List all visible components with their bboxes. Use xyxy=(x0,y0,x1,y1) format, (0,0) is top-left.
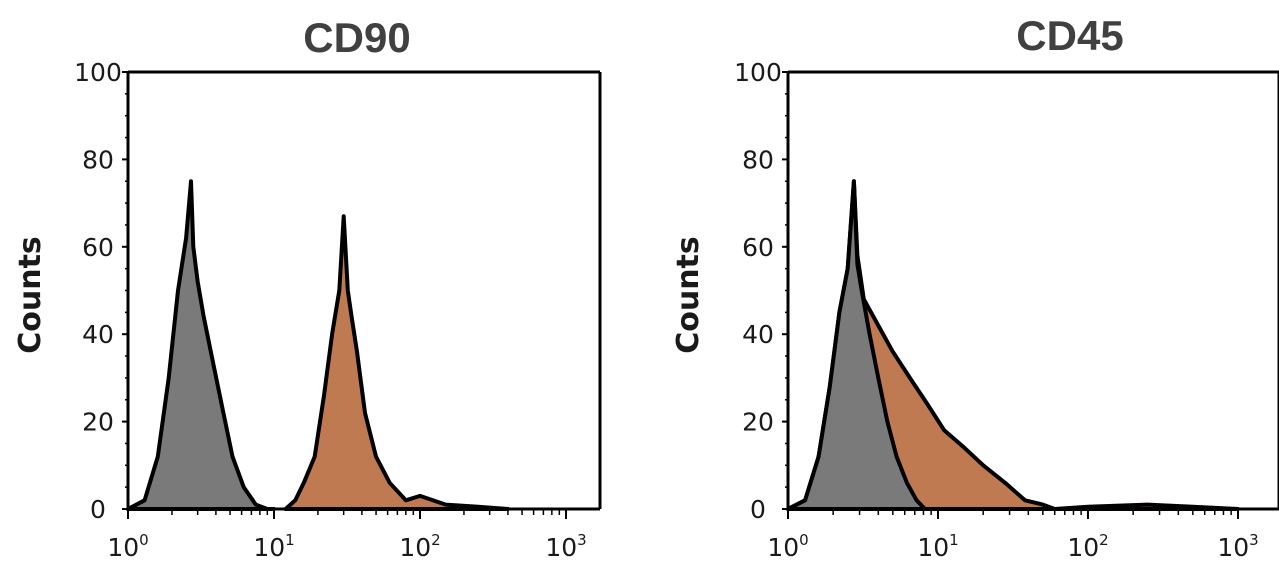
histogram-area xyxy=(788,179,1240,511)
histogram-area xyxy=(128,179,510,511)
control-histogram xyxy=(788,179,934,511)
y-axis-label: Counts xyxy=(671,236,706,354)
chart-panel-cd45: CD45 Counts 0 20 40 60 80 100 100 101 102 103 xyxy=(671,12,1279,562)
x-tick-label: 103 xyxy=(545,531,586,562)
x-tick-label: 101 xyxy=(917,531,958,562)
y-tick-label: 80 xyxy=(82,145,114,174)
chart-panel-cd90: CD90 Counts 0 20 40 60 80 100 100 101 102 103 xyxy=(13,14,602,562)
y-tick-label: 40 xyxy=(742,320,774,349)
control-histogram xyxy=(128,179,276,511)
x-tick-label: 100 xyxy=(107,531,148,562)
x-tick-label: 103 xyxy=(1217,531,1258,562)
x-tick-label: 100 xyxy=(767,531,808,562)
y-tick-label: 60 xyxy=(82,233,114,262)
chart-title: CD90 xyxy=(303,14,410,61)
y-tick-label: 80 xyxy=(742,145,774,174)
y-tick-label: 100 xyxy=(734,58,782,87)
x-tick-label: 102 xyxy=(399,531,440,562)
y-tick-label: 60 xyxy=(742,233,774,262)
x-tick-label: 101 xyxy=(253,531,294,562)
y-axis-label: Counts xyxy=(13,236,48,354)
chart-title: CD45 xyxy=(1016,12,1123,59)
stained-histogram xyxy=(283,214,510,511)
y-tick-label: 40 xyxy=(82,320,114,349)
y-tick-label: 0 xyxy=(90,495,106,524)
y-tick-label: 20 xyxy=(82,408,114,437)
x-tick-label: 102 xyxy=(1067,531,1108,562)
y-tick-label: 20 xyxy=(742,408,774,437)
y-tick-label: 0 xyxy=(750,495,766,524)
y-tick-label: 100 xyxy=(74,58,122,87)
